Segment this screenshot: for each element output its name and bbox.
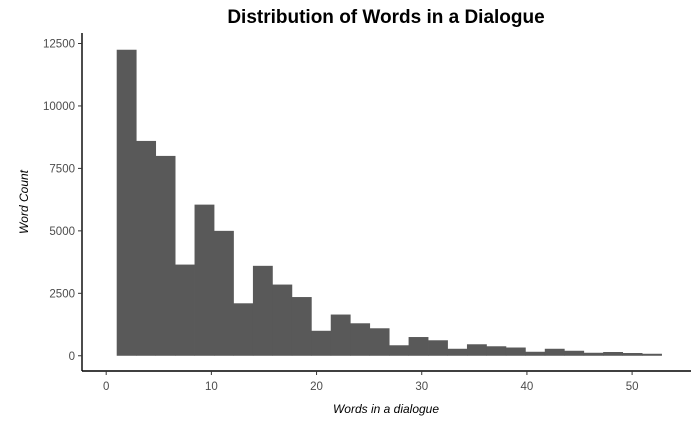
y-tick-label: 2500 [49,288,75,300]
x-tick-label: 0 [103,381,109,393]
y-axis-label: Word Count [17,169,31,234]
histogram-bar-18 [447,348,468,356]
histogram-bar-6 [214,230,234,356]
histogram-bar-28 [642,353,662,356]
histogram-bar-4 [175,264,195,356]
histogram-bar-9 [272,284,293,356]
histogram-bar-22 [525,351,546,356]
histogram-bar-3 [155,155,176,356]
histogram-bar-5 [194,204,215,356]
histogram-bar-17 [428,340,448,356]
y-tick-label: 12500 [43,38,75,50]
histogram-bar-11 [311,330,332,356]
histogram-bar-15 [389,345,409,356]
histogram-bar-20 [486,346,507,356]
histogram-bar-14 [369,328,390,356]
histogram-bar-27 [622,353,643,356]
histogram-bar-7 [233,303,254,356]
histogram-bar-12 [330,314,351,356]
histogram-bar-24 [564,350,585,356]
histogram-bar-8 [252,265,273,356]
histogram-bar-1 [116,49,137,356]
histogram-bar-13 [350,323,371,356]
y-tick-label: 10000 [43,101,75,113]
y-tick-label: 7500 [49,163,75,175]
histogram-bar-21 [505,347,526,356]
histogram-bar-26 [603,352,624,356]
x-tick-label: 50 [626,381,639,393]
x-tick-label: 40 [521,381,534,393]
histogram-bar-19 [466,344,487,356]
y-axis-ticks: 0 2500 5000 7500 10000 12500 [43,38,82,363]
y-tick-label: 5000 [49,226,75,238]
histogram-bar-2 [136,140,157,356]
histogram-bar-23 [544,348,565,356]
x-axis-ticks: 0 10 20 30 40 50 [103,371,639,393]
histogram-bar-16 [408,337,429,356]
x-tick-label: 10 [205,381,218,393]
x-tick-label: 20 [310,381,323,393]
x-axis-label: Words in a dialogue [333,402,439,416]
x-tick-label: 30 [415,381,428,393]
chart-title: Distribution of Words in a Dialogue [227,7,544,28]
histogram-bars [116,49,662,356]
y-tick-label: 0 [69,351,75,363]
histogram-bar-25 [583,352,604,356]
histogram-bar-10 [291,297,312,356]
